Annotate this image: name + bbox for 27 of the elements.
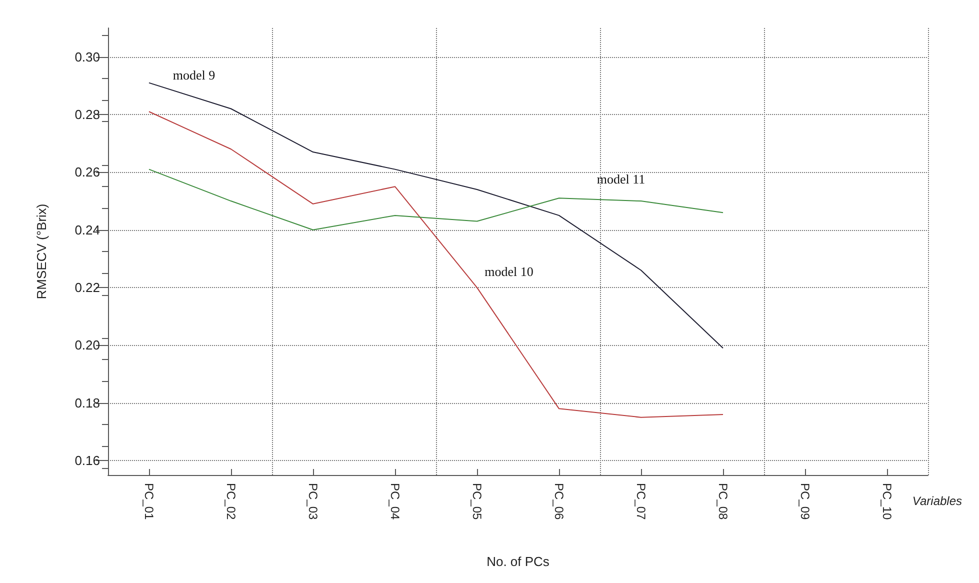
y-tick-label: 0.16 (74, 453, 100, 468)
line-series (148, 168, 724, 230)
x-axis-title: No. of PCs (486, 554, 550, 569)
text: Variables (912, 494, 962, 508)
series-label: model 9 (172, 67, 216, 82)
y-tick-label: 0.26 (74, 164, 100, 180)
y-tick-label: 0.30 (74, 49, 100, 64)
y-tick-label: 0.20 (74, 338, 100, 353)
line-series (148, 111, 724, 418)
x-tick-label: PC_02 (224, 483, 238, 520)
series-label: model 11 (596, 172, 646, 187)
x-tick-label: PC_06 (552, 483, 566, 520)
series-label: model 10 (484, 264, 534, 280)
x-tick-label: PC_08 (716, 483, 730, 520)
x-tick-label: PC_04 (388, 483, 402, 520)
x-tick-label: PC_10 (880, 483, 894, 520)
x-tick-label: PC_01 (142, 483, 156, 520)
y-tick-label: 0.18 (74, 395, 100, 410)
x-tick-label: PC_07 (634, 483, 648, 520)
y-tick-label: 0.28 (74, 107, 100, 122)
y-tick-label: 0.24 (74, 222, 100, 238)
x-tick-label: PC_05 (470, 483, 484, 520)
line-series (148, 82, 724, 349)
x-tick-label: PC_09 (798, 483, 812, 520)
x-tick-label: PC_03 (306, 483, 320, 520)
y-axis-title: RMSECV (°Brix) (34, 204, 49, 300)
y-tick-label: 0.22 (74, 280, 100, 296)
